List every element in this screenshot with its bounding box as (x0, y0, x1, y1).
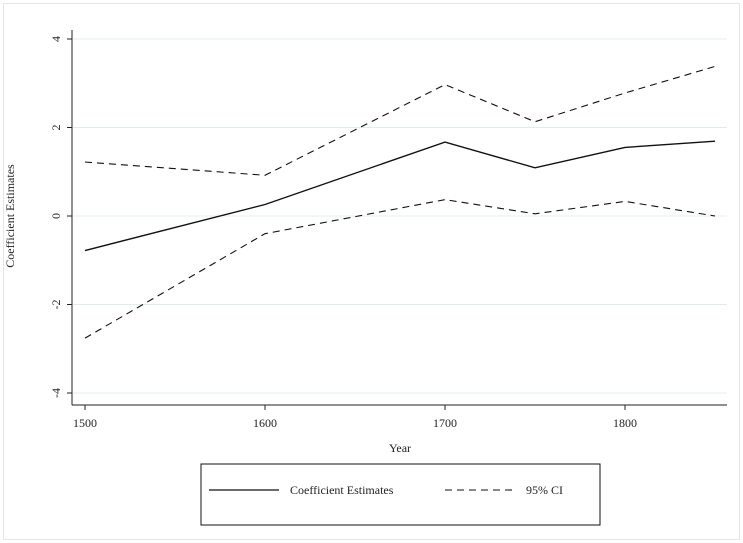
y-axis-title: Coefficient Estimates (3, 164, 17, 268)
x-tick-label-1: 1600 (253, 416, 277, 430)
axes (67, 30, 727, 410)
x-tick-label-0: 1500 (73, 416, 97, 430)
y-tick-label-3: 2 (49, 125, 63, 131)
legend-label-95-ci: 95% CI (526, 483, 563, 497)
series-line-0 (84, 140, 716, 252)
y-tick-label-2: 0 (49, 213, 63, 219)
outer-frame (3, 3, 740, 540)
series-lines (84, 65, 716, 339)
legend: Coefficient Estimates 95% CI (200, 463, 601, 526)
x-axis-title: Year (389, 441, 411, 455)
legend-box (200, 463, 601, 526)
gridlines (73, 38, 727, 394)
tick-labels: -4 -2 0 2 4 1500 1600 1700 1800 (49, 36, 637, 430)
y-tick-label-1: -2 (49, 300, 63, 310)
legend-label-coefficient-estimates: Coefficient Estimates (290, 483, 394, 497)
series-line-2 (84, 199, 716, 339)
y-tick-label-0: -4 (49, 388, 63, 398)
x-tick-label-2: 1700 (433, 416, 457, 430)
series-line-1 (84, 65, 716, 176)
x-tick-label-3: 1800 (613, 416, 637, 430)
y-tick-label-4: 4 (49, 36, 63, 42)
